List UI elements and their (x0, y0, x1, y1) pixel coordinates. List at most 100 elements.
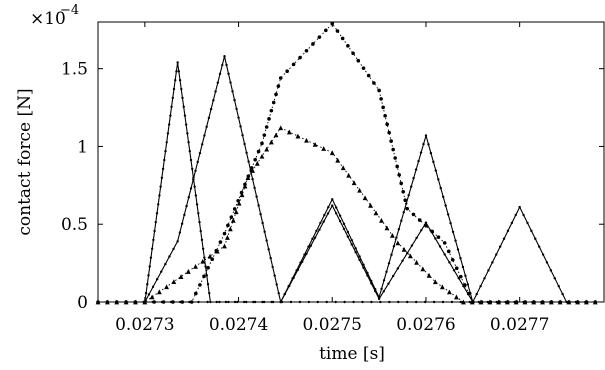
series-marker (161, 167, 165, 171)
series-marker (253, 186, 256, 190)
series-marker (370, 300, 373, 304)
series-marker (549, 300, 554, 304)
series-marker (350, 243, 353, 246)
series-marker (319, 221, 322, 225)
series-marker (459, 256, 462, 260)
series-marker (466, 283, 470, 286)
series-marker (427, 143, 430, 146)
series-marker (198, 151, 202, 155)
series-marker (175, 70, 178, 73)
series-marker (323, 213, 326, 217)
series-marker (407, 193, 410, 197)
series-marker (215, 300, 218, 304)
series-marker (222, 243, 227, 249)
series-marker (530, 229, 533, 233)
series-marker (243, 142, 246, 146)
series-marker (357, 187, 362, 193)
series-marker (204, 265, 207, 268)
series-marker (387, 282, 390, 285)
series-marker (184, 123, 188, 126)
series-marker (143, 300, 147, 304)
series-marker (189, 158, 193, 162)
series-marker (198, 283, 202, 287)
series-marker (351, 51, 355, 56)
series-marker (335, 157, 341, 163)
series-marker (196, 160, 199, 164)
series-marker (167, 123, 171, 126)
x-tick-label: 0.0276 (396, 315, 455, 335)
series-marker (374, 289, 377, 293)
series-marker (259, 153, 265, 159)
series-marker (273, 274, 276, 277)
series-marker (346, 230, 350, 234)
series-marker (461, 299, 466, 305)
series-marker (442, 241, 447, 245)
series-marker (434, 237, 437, 240)
series-marker (291, 62, 296, 67)
series-marker (133, 300, 138, 304)
series-marker (239, 190, 244, 195)
series-marker (534, 237, 537, 240)
series-marker (318, 228, 321, 231)
series-marker (561, 292, 564, 296)
series-marker (338, 219, 342, 223)
series-marker (449, 221, 452, 225)
series-marker (233, 300, 237, 304)
series-marker (322, 220, 325, 223)
series-marker (207, 253, 213, 259)
series-marker (164, 149, 167, 153)
series-marker (236, 200, 242, 206)
series-marker (146, 283, 149, 286)
series-marker (584, 300, 589, 304)
series-marker (379, 300, 382, 304)
series-marker (178, 274, 184, 279)
series-marker (343, 300, 346, 304)
series-marker (412, 176, 415, 180)
y-tick-label: 1.5 (61, 60, 88, 80)
series-marker (197, 212, 200, 215)
series-marker (171, 96, 174, 100)
series-marker (203, 134, 206, 137)
series-marker (545, 261, 549, 264)
series-marker (424, 223, 428, 228)
series-marker (330, 21, 335, 26)
series-marker (169, 114, 172, 117)
series-marker (147, 293, 151, 296)
series-marker (446, 249, 451, 254)
series-marker (405, 206, 410, 211)
series-marker (429, 151, 433, 155)
series-marker (164, 262, 167, 266)
series-marker (389, 139, 393, 143)
series-marker (384, 225, 390, 231)
series-line (98, 127, 604, 303)
series-marker (200, 238, 204, 242)
series-marker (452, 269, 456, 272)
series-marker (242, 300, 246, 304)
series-marker (575, 300, 580, 304)
series-marker (239, 125, 242, 128)
series-marker (351, 180, 357, 186)
series-marker (209, 107, 213, 111)
series-marker (553, 277, 557, 280)
series-marker (388, 300, 391, 304)
series-marker (400, 219, 403, 222)
series-5 (96, 21, 604, 304)
y-exponent-base: ×10 (30, 9, 66, 29)
series-marker (593, 300, 598, 304)
series-marker (307, 245, 310, 248)
series-marker (403, 198, 408, 203)
series-marker (225, 235, 230, 240)
series-marker (152, 238, 155, 242)
series-marker (168, 255, 171, 258)
series-marker (178, 231, 182, 234)
series-marker (342, 227, 346, 231)
series-marker (155, 212, 159, 215)
y-exponent: ×10 −4 (30, 3, 79, 29)
series-marker (249, 166, 254, 170)
series-marker (397, 228, 401, 231)
series-marker (358, 255, 361, 258)
series-marker (392, 245, 396, 248)
series-marker (264, 125, 269, 129)
series-marker (380, 287, 383, 291)
series-marker (214, 248, 219, 253)
